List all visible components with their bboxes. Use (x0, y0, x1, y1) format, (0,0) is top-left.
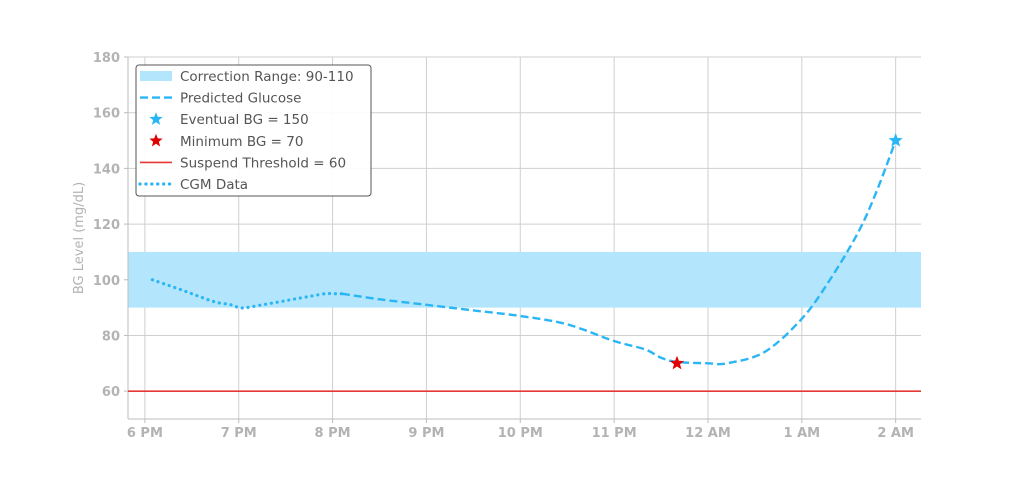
y-tick-label: 120 (93, 218, 120, 233)
tick-labels: 60 80 100 120 140 160 180 6 PM 7 PM 8 PM 9 PM 10 PM… (93, 51, 914, 441)
x-tick-label: 6 PM (127, 426, 163, 441)
minimum-bg-star (669, 355, 685, 370)
legend-handle-minimum (149, 133, 163, 147)
y-tick-label: 100 (93, 274, 120, 289)
y-axis-label: BG Level (mg/dL) (72, 182, 87, 294)
y-tick-label: 80 (102, 329, 120, 344)
y-tick-label: 180 (93, 51, 120, 66)
legend-label-range: Correction Range: 90-110 (180, 69, 354, 85)
legend-handle-range (140, 71, 172, 81)
correction-range-rect (128, 251, 921, 308)
x-tick-label: 11 PM (592, 426, 637, 441)
legend-label-suspend: Suspend Threshold = 60 (180, 155, 346, 171)
axes (124, 56, 921, 423)
y-tick-label: 140 (93, 162, 120, 177)
markers (669, 133, 903, 370)
legend-handle-eventual (149, 112, 163, 125)
x-tick-label: 9 PM (408, 426, 444, 441)
series (128, 140, 921, 392)
y-tick-label: 160 (93, 107, 120, 122)
x-tick-label: 10 PM (498, 426, 543, 441)
x-tick-label: 7 PM (221, 426, 257, 441)
x-tick-label: 12 AM (685, 426, 731, 441)
x-tick-label: 1 AM (784, 426, 821, 441)
legend-box (135, 64, 372, 197)
correction-range-band (128, 251, 921, 308)
x-tick-label: 8 PM (315, 426, 351, 441)
legend: Correction Range: 90-110 Predicted Glucos… (135, 64, 372, 197)
eventual-bg-star (888, 133, 903, 147)
legend-label-cgm: CGM Data (180, 177, 248, 193)
legend-label-predicted: Predicted Glucose (180, 91, 301, 107)
legend-label-minimum: Minimum BG = 70 (180, 134, 303, 150)
legend-label-eventual: Eventual BG = 150 (180, 112, 309, 128)
y-tick-label: 60 (102, 385, 120, 400)
x-tick-label: 2 AM (877, 426, 914, 441)
